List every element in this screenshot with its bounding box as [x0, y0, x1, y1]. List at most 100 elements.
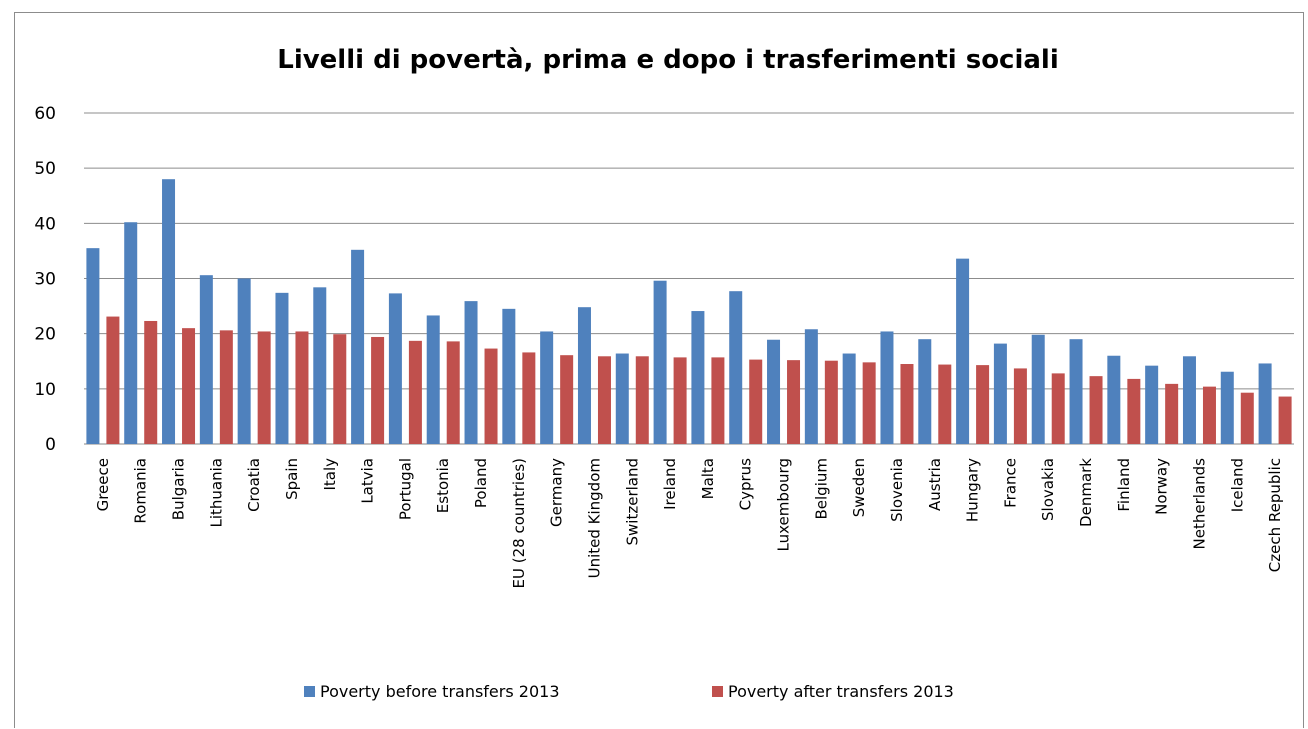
bar-before-transfers [804, 329, 818, 444]
x-tick-label: Sweden [850, 458, 868, 517]
x-tick-label: Netherlands [1190, 458, 1208, 550]
bar-after-transfers [597, 356, 611, 444]
legend-swatch [712, 686, 723, 697]
bar-before-transfers [729, 291, 743, 444]
bar-before-transfers [691, 311, 705, 444]
bar-before-transfers [653, 280, 667, 444]
x-tick-label: Italy [321, 458, 339, 491]
bar-after-transfers [257, 331, 271, 444]
x-tick-label: Norway [1153, 458, 1171, 515]
legend-label: Poverty before transfers 2013 [320, 682, 560, 701]
x-tick-label: Luxembourg [775, 458, 793, 552]
bar-before-transfers [351, 249, 365, 444]
bar-before-transfers [918, 339, 932, 444]
y-tick-label: 10 [34, 380, 56, 400]
bar-before-transfers [1258, 363, 1272, 444]
x-tick-label: France [1001, 458, 1019, 508]
x-tick-label: Iceland [1228, 458, 1246, 512]
x-tick-label: Romania [132, 458, 150, 524]
bars [86, 179, 1292, 444]
bar-after-transfers [1051, 373, 1065, 444]
x-tick-label: Croatia [245, 458, 263, 512]
bar-before-transfers [1031, 334, 1045, 444]
bar-before-transfers [199, 275, 213, 444]
bar-before-transfers [615, 353, 629, 444]
x-axis: Greece Romania Bulgaria Lithuania Croatia Spa… [94, 458, 1284, 589]
bar-after-transfers [711, 357, 725, 444]
bar-after-transfers [219, 330, 233, 444]
bar-before-transfers [1182, 356, 1196, 444]
bar-before-transfers [237, 278, 251, 444]
y-tick-label: 60 [34, 104, 56, 124]
bar-before-transfers [577, 307, 591, 444]
bar-after-transfers [1240, 392, 1254, 444]
bar-before-transfers [275, 292, 289, 444]
x-tick-label: Belgium [812, 458, 830, 520]
bar-before-transfers [86, 248, 100, 444]
y-tick-label: 30 [34, 270, 56, 290]
x-tick-label: Germany [548, 458, 566, 527]
bar-after-transfers [900, 364, 914, 444]
bar-before-transfers [388, 293, 402, 444]
x-tick-label: Poland [472, 458, 490, 508]
x-tick-label: Slovakia [1039, 458, 1057, 521]
bar-after-transfers [333, 334, 347, 444]
legend-label: Poverty after transfers 2013 [728, 682, 954, 701]
x-tick-label: Bulgaria [170, 458, 188, 520]
bar-after-transfers [1278, 396, 1292, 444]
bar-before-transfers [464, 301, 478, 444]
x-tick-label: Hungary [964, 458, 982, 522]
bar-after-transfers [446, 341, 460, 444]
bar-after-transfers [560, 355, 574, 444]
bar-after-transfers [1089, 376, 1103, 444]
legend: Poverty before transfers 2013 Poverty aft… [304, 682, 954, 701]
bar-before-transfers [124, 222, 138, 444]
bar-before-transfers [767, 339, 781, 444]
bar-after-transfers [295, 331, 309, 444]
x-tick-label: Portugal [396, 458, 414, 520]
bar-after-transfers [371, 336, 385, 444]
bar-after-transfers [1202, 386, 1216, 444]
bar-after-transfers [673, 357, 687, 444]
x-tick-label: Cyprus [737, 458, 755, 511]
x-tick-label: Switzerland [623, 458, 641, 546]
bar-before-transfers [993, 343, 1007, 444]
y-tick-label: 20 [34, 325, 56, 345]
bar-after-transfers [1165, 383, 1179, 444]
bar-before-transfers [842, 353, 856, 444]
bar-after-transfers [938, 364, 952, 444]
bar-before-transfers [313, 287, 327, 444]
bar-before-transfers [956, 258, 970, 444]
x-tick-label: Malta [699, 458, 717, 499]
bar-after-transfers [976, 365, 990, 444]
bar-after-transfers [1013, 368, 1027, 444]
bar-before-transfers [540, 331, 554, 444]
y-tick-label: 40 [34, 214, 56, 234]
legend-swatch [304, 686, 315, 697]
x-tick-label: Slovenia [888, 458, 906, 522]
y-tick-label: 50 [34, 159, 56, 179]
y-axis: 0 10 20 30 40 50 60 [34, 104, 56, 455]
x-tick-label: Austria [926, 458, 944, 511]
bar-before-transfers [1220, 371, 1234, 444]
bar-after-transfers [749, 359, 763, 444]
bar-before-transfers [1107, 355, 1121, 444]
x-tick-label: Denmark [1077, 458, 1095, 527]
bar-after-transfers [106, 316, 120, 444]
bar-after-transfers [484, 348, 498, 444]
bar-before-transfers [1069, 339, 1083, 444]
x-tick-label: Ireland [661, 458, 679, 510]
bar-after-transfers [787, 360, 801, 444]
bar-after-transfers [522, 352, 536, 444]
x-tick-label: Estonia [434, 458, 452, 513]
x-tick-label: Spain [283, 458, 301, 500]
bar-after-transfers [635, 356, 649, 444]
bar-after-transfers [862, 362, 876, 444]
x-tick-label: Finland [1115, 458, 1133, 512]
x-tick-label: United Kingdom [585, 458, 603, 578]
bar-before-transfers [880, 331, 894, 444]
bar-before-transfers [426, 315, 440, 444]
bar-after-transfers [182, 328, 196, 444]
x-tick-label: Greece [94, 458, 112, 511]
